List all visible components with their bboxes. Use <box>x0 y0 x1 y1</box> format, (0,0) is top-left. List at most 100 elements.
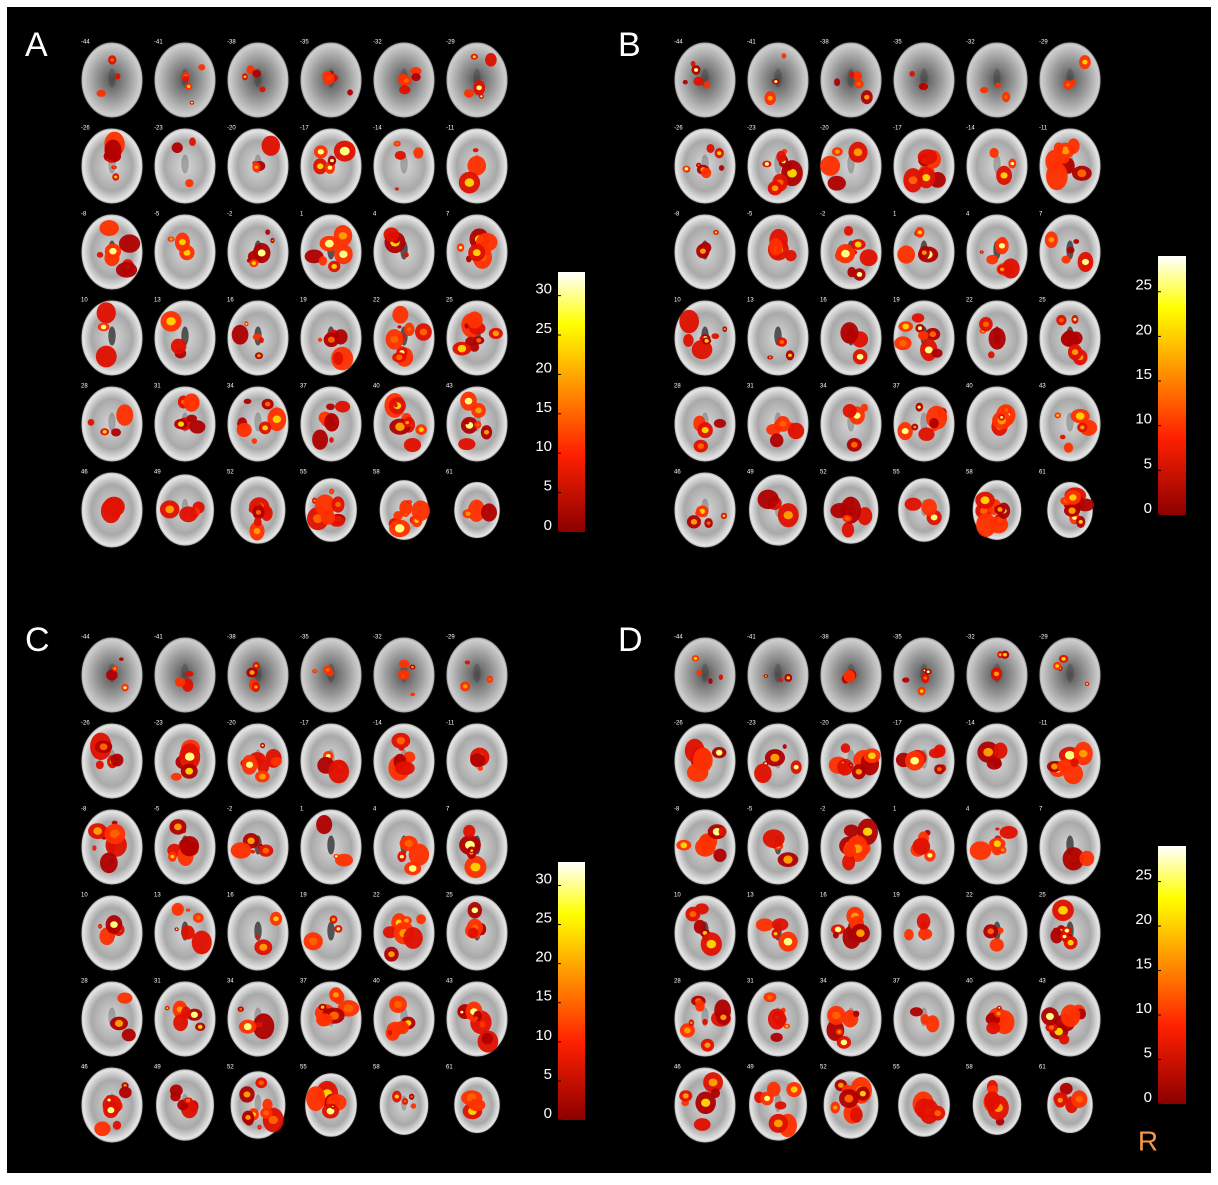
activation-blob <box>770 433 783 447</box>
slice-label: 43 <box>446 384 453 390</box>
activation-blob <box>255 935 260 939</box>
activation-blob <box>466 312 482 329</box>
activation-blob <box>116 404 133 425</box>
activation-core <box>332 918 336 921</box>
activation-core <box>997 1012 1001 1016</box>
slice-label: -14 <box>373 126 382 132</box>
activation-core <box>480 95 482 97</box>
activation-core <box>250 670 255 675</box>
activation-blob <box>843 404 857 418</box>
activation-core <box>838 1030 841 1033</box>
colorbar-tick-label: 25 <box>535 910 552 927</box>
activation-blob <box>404 252 409 257</box>
activation-core <box>857 82 861 86</box>
activation-blob <box>117 993 132 1004</box>
activation-core <box>768 96 773 101</box>
activation-core <box>994 840 1001 847</box>
activation-core <box>405 421 409 424</box>
slice-label: -35 <box>893 40 902 46</box>
activation-blob <box>104 140 121 161</box>
slice-label: -41 <box>154 40 163 46</box>
activation-blob <box>783 744 787 749</box>
activation-core <box>109 248 116 255</box>
activation-blob <box>316 815 332 834</box>
activation-blob <box>111 754 124 767</box>
activation-blob <box>1000 826 1018 839</box>
activation-core <box>325 240 334 248</box>
slice-label: 58 <box>966 1065 973 1071</box>
activation-blob <box>915 1098 933 1118</box>
activation-core <box>463 684 468 688</box>
activation-core <box>239 1008 242 1011</box>
activation-blob <box>990 938 1004 951</box>
activation-blob <box>932 349 943 358</box>
slice-label: 19 <box>893 298 900 304</box>
activation-blob <box>103 497 125 517</box>
slice-label: -38 <box>820 635 829 641</box>
activation-blob <box>328 760 349 784</box>
colorbar-tick-label: 10 <box>535 1027 552 1044</box>
activation-core <box>857 272 862 277</box>
activation-core <box>390 336 398 343</box>
panel-label: D <box>618 621 643 659</box>
activation-core <box>923 676 927 679</box>
activation-blob <box>97 252 104 258</box>
colorbar-tick-label: 0 <box>1144 1089 1152 1106</box>
activation-blob <box>318 338 322 342</box>
activation-blob <box>244 399 252 404</box>
panel-label: A <box>25 26 48 64</box>
slice-label: 46 <box>81 1065 88 1071</box>
activation-core <box>694 68 698 72</box>
activation-blob <box>843 843 856 857</box>
activation-blob <box>1079 851 1094 866</box>
activation-core <box>472 907 478 913</box>
activation-blob <box>993 742 1007 758</box>
colorbar-tick-label: 5 <box>544 478 552 495</box>
activation-core <box>709 1078 718 1086</box>
activation-core <box>124 1084 127 1087</box>
activation-core <box>470 849 473 852</box>
colorbar-tick-label: 20 <box>535 949 552 966</box>
activation-blob <box>970 841 992 860</box>
slice-label: 37 <box>300 384 307 390</box>
activation-core <box>855 241 862 247</box>
activation-core <box>854 148 863 156</box>
slice-label: 55 <box>300 470 307 476</box>
activation-blob <box>756 918 774 931</box>
activation-blob <box>918 149 938 164</box>
activation-core <box>680 842 687 848</box>
activation-core <box>470 863 480 872</box>
activation-core <box>317 163 323 169</box>
activation-blob <box>465 337 476 346</box>
activation-blob <box>97 302 116 323</box>
slice-label: -11 <box>1039 721 1048 727</box>
activation-blob <box>912 838 930 855</box>
slice-label: 37 <box>300 979 307 985</box>
activation-blob <box>1069 854 1079 866</box>
activation-blob <box>1054 142 1063 153</box>
slice-label: -17 <box>300 721 309 727</box>
activation-blob <box>399 660 409 668</box>
activation-core <box>1077 169 1086 177</box>
activation-core <box>1004 95 1008 98</box>
slice-label: 46 <box>674 1065 681 1071</box>
slice-label: 22 <box>966 893 973 899</box>
slice-label: -17 <box>893 721 902 727</box>
activation-core <box>774 1119 783 1127</box>
slice-label: 28 <box>674 979 681 985</box>
slice-label: -20 <box>227 721 236 727</box>
activation-core <box>1065 751 1075 760</box>
slice-label: -29 <box>1039 40 1048 46</box>
activation-blob <box>1073 239 1079 244</box>
activation-blob <box>919 83 928 90</box>
activation-blob <box>714 419 726 428</box>
activation-blob <box>464 89 474 98</box>
activation-core <box>409 865 417 872</box>
activation-core <box>918 230 922 234</box>
slice-label: 25 <box>1039 893 1046 899</box>
activation-core <box>258 249 266 256</box>
activation-core <box>835 927 841 933</box>
activation-core <box>832 1012 840 1019</box>
slice-label: 10 <box>674 893 681 899</box>
activation-blob <box>256 1022 263 1027</box>
